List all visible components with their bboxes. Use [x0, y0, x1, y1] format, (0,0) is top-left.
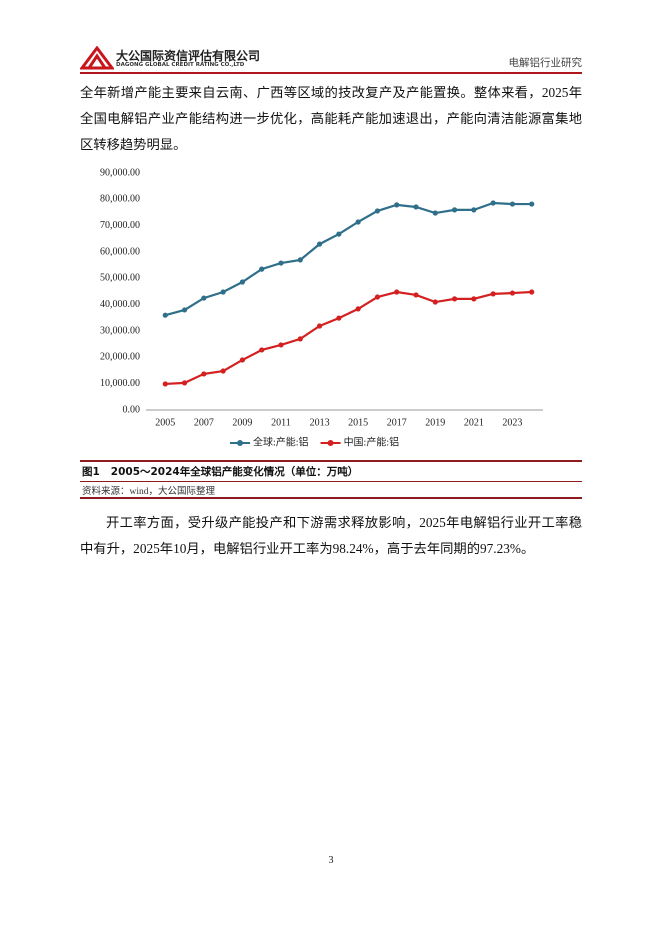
data-point	[451, 207, 458, 213]
x-tick-label: 2017	[387, 417, 407, 428]
x-tick-label: 2009	[232, 417, 252, 428]
y-tick-label: 50,000.00	[100, 273, 140, 284]
paragraph: 开工率方面，受升级产能投产和下游需求释放影响，2025年电解铝行业开工率稳中有升…	[80, 515, 582, 556]
y-tick-label: 60,000.00	[100, 246, 140, 257]
x-tick-label: 2007	[194, 417, 214, 428]
data-point	[201, 295, 207, 301]
data-point	[201, 371, 207, 377]
data-point	[336, 315, 342, 321]
x-tick-label: 2013	[310, 417, 330, 428]
data-point	[316, 323, 323, 329]
x-tick-label: 2023	[502, 417, 522, 428]
caption-rule	[80, 481, 582, 482]
data-point	[471, 296, 477, 302]
legend-label: 中国:产能:铝	[344, 435, 400, 448]
data-point	[162, 381, 168, 387]
data-point	[529, 289, 535, 295]
section-title: 电解铝行业研究	[508, 57, 583, 69]
data-point	[181, 380, 188, 386]
header-rule	[80, 72, 582, 74]
y-tick-label: 40,000.00	[100, 299, 140, 310]
figure-source: 资料来源：wind，大公国际整理	[82, 487, 216, 497]
data-point	[432, 299, 438, 305]
data-point	[355, 219, 361, 225]
caption-rule	[80, 497, 582, 499]
y-tick-label: 70,000.00	[100, 220, 140, 231]
x-tick-label: 2019	[425, 417, 445, 428]
data-point	[181, 307, 188, 313]
data-point	[162, 312, 168, 318]
x-tick-label: 2011	[271, 417, 291, 428]
y-tick-label: 10,000.00	[100, 378, 140, 389]
company-name-en: DAGONG GLOBAL CREDIT RATING CO.,LTD	[116, 62, 245, 68]
data-point	[471, 207, 477, 213]
data-point	[239, 279, 246, 285]
data-point	[509, 201, 516, 207]
data-point	[413, 292, 419, 298]
data-point	[490, 291, 496, 297]
data-point	[297, 257, 303, 263]
y-tick-label: 0.00	[123, 404, 141, 415]
data-point	[259, 347, 265, 353]
data-point	[432, 210, 438, 216]
data-point	[278, 260, 284, 266]
x-tick-label: 2015	[348, 417, 368, 428]
x-tick-label: 2005	[155, 417, 175, 428]
legend-label: 全球:产能:铝	[253, 435, 309, 448]
data-point	[374, 294, 381, 300]
data-point	[374, 208, 381, 214]
data-point	[259, 266, 265, 272]
page-number: 3	[328, 855, 334, 866]
figure-caption: 图1 2005～2024年全球铝产能变化情况（单位：万吨）	[82, 466, 359, 478]
y-tick-label: 30,000.00	[100, 325, 140, 336]
legend-marker	[237, 440, 243, 446]
data-point	[394, 202, 400, 208]
y-tick-label: 90,000.00	[100, 167, 140, 178]
data-point	[220, 368, 226, 374]
company-name: 大公国际资信评估有限公司	[116, 49, 261, 63]
logo	[80, 46, 114, 70]
data-point	[316, 241, 323, 247]
data-point	[509, 290, 516, 296]
data-point	[490, 200, 496, 206]
data-point	[297, 336, 303, 342]
series-line	[165, 290, 532, 386]
caption-rule	[80, 460, 582, 462]
series-line	[164, 201, 532, 317]
data-point	[413, 204, 419, 210]
y-tick-label: 80,000.00	[100, 194, 140, 205]
data-point	[336, 231, 342, 237]
data-point	[355, 306, 361, 312]
data-point	[239, 357, 246, 363]
data-point	[451, 296, 458, 302]
paragraph: 全年新增产能主要来自云南、广西等区域的技改复产及产能置换。整体来看，2025年全…	[80, 85, 582, 152]
data-point	[278, 342, 284, 348]
y-tick-label: 20,000.00	[100, 352, 140, 363]
data-point	[529, 201, 535, 207]
data-point	[220, 289, 226, 295]
legend-marker	[327, 440, 334, 446]
x-tick-label: 2021	[464, 417, 484, 428]
chart: 0.00 10,000.00 20,000.00 30,000.00 40,000.00…	[100, 167, 543, 448]
data-point	[394, 289, 400, 295]
